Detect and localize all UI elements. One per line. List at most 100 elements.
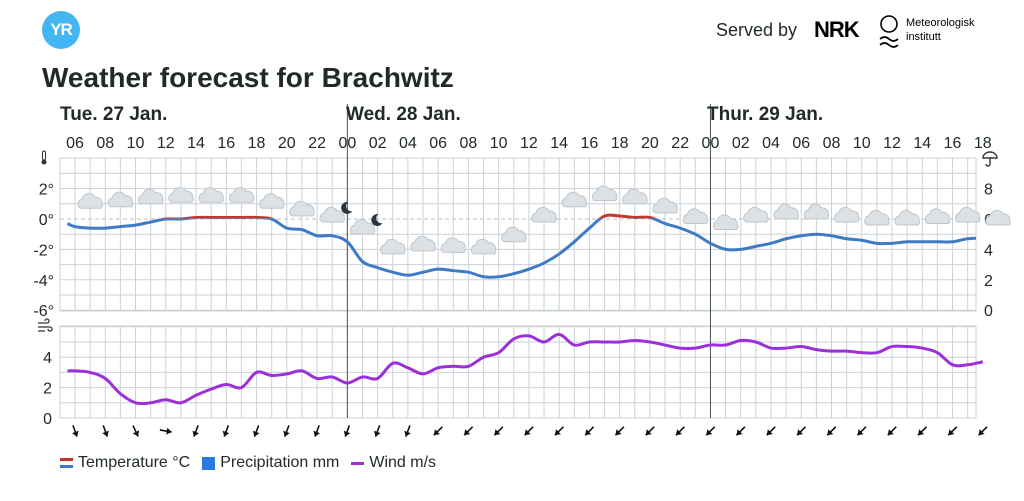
hour-tick-label: 16 — [217, 135, 235, 152]
met-institute-logo[interactable]: Meteorologisk institutt — [906, 16, 974, 44]
wind-direction-arrow — [373, 425, 381, 437]
wind-direction-arrow — [132, 425, 140, 437]
cloud-icon — [561, 191, 588, 208]
chart-legend: Temperature °C Precipitation mm Wind m/s — [60, 454, 448, 472]
wind-direction-arrow — [433, 426, 443, 436]
legend-temperature[interactable]: Temperature °C — [60, 454, 190, 472]
hour-tick-label: 10 — [127, 135, 145, 152]
cloud-icon — [985, 209, 1011, 226]
wind-direction-arrow — [766, 426, 776, 436]
hour-tick-label: 00 — [702, 135, 720, 152]
wind-direction-arrow — [826, 426, 837, 436]
cloud-icon — [501, 226, 527, 243]
wind-direction-arrow — [72, 425, 79, 437]
hour-tick-label: 02 — [369, 135, 387, 152]
hour-tick-label: 16 — [581, 135, 599, 152]
wind-direction-arrow — [614, 426, 625, 436]
temp-y-tick: -4° — [33, 273, 54, 290]
partly-cloudy-night-icon — [349, 214, 383, 235]
cloud-icon — [924, 208, 951, 224]
temp-y-tick: -6° — [33, 303, 54, 320]
cloud-icon — [531, 206, 557, 223]
wind-direction-arrow — [917, 426, 928, 436]
hour-tick-label: 04 — [762, 135, 780, 152]
wind-line — [67, 332, 984, 406]
cloud-icon — [803, 203, 830, 220]
nrk-logo[interactable]: NRK — [814, 17, 860, 42]
wind-direction-arrow — [102, 425, 109, 437]
wind-direction-arrow — [463, 426, 474, 436]
wind-swatch — [351, 461, 365, 465]
hour-tick-label: 02 — [732, 135, 750, 152]
hour-tick-label: 20 — [278, 135, 296, 152]
legend-precipitation[interactable]: Precipitation mm — [202, 454, 339, 472]
wind-y-tick: 0 — [43, 411, 52, 428]
cloud-icon — [834, 206, 860, 223]
cloud-icon — [440, 237, 467, 253]
weather-icons-layer — [77, 185, 1011, 255]
wind-direction-arrow — [887, 426, 897, 436]
yr-logo[interactable]: YR — [42, 11, 80, 49]
hour-tick-label: 08 — [459, 135, 477, 152]
labels-layer: Tue. 27 Jan. Wed. 28 Jan. Thur. 29 Jan. 06 0… — [33, 104, 998, 437]
hour-tick-label: 10 — [490, 135, 508, 152]
hour-tick-label: 14 — [550, 135, 568, 152]
cloud-icon — [682, 208, 709, 224]
hour-tick-label: 12 — [520, 135, 538, 152]
wind-direction-arrow — [947, 426, 958, 436]
hour-tick-label: 18 — [974, 135, 992, 152]
wind-direction-arrow — [554, 426, 564, 436]
hour-tick-label: 14 — [187, 135, 205, 152]
legend-precipitation-label: Precipitation mm — [220, 454, 340, 471]
cloud-icon — [470, 238, 497, 255]
cloud-icon — [138, 188, 164, 205]
temperature-line-warm — [160, 213, 658, 219]
cloud-icon — [955, 206, 981, 223]
cloud-icon — [894, 209, 920, 226]
met-line-1: Meteorologisk — [906, 17, 975, 29]
cloud-icon — [622, 188, 648, 205]
wind-y-tick: 4 — [43, 350, 52, 367]
wind-direction-arrow — [313, 425, 321, 437]
wind-direction-arrow — [222, 425, 230, 437]
hour-tick-label: 16 — [944, 135, 962, 152]
cloud-icon — [773, 203, 799, 220]
cloud-icon — [107, 191, 134, 208]
hour-tick-label: 20 — [641, 135, 659, 152]
page-title: Weather forecast for Brachwitz — [42, 62, 454, 93]
cloud-icon — [591, 185, 618, 202]
wind-direction-arrow — [283, 425, 290, 437]
legend-wind[interactable]: Wind m/s — [351, 454, 436, 472]
wind-direction-arrow — [735, 426, 746, 436]
forecast-chart: Tue. 27 Jan. Wed. 28 Jan. Thur. 29 Jan. 06 0… — [33, 104, 1011, 437]
wind-direction-arrow — [493, 426, 504, 436]
wind-direction-arrow — [977, 426, 988, 436]
met-line-2: institutt — [906, 31, 941, 43]
hour-tick-label: 08 — [823, 135, 841, 152]
hour-tick-label: 18 — [611, 135, 629, 152]
wind-direction-arrow — [524, 426, 534, 436]
wind-direction-arrow — [645, 426, 655, 436]
wind-direction-arrow — [705, 426, 716, 436]
wind-direction-arrow — [252, 425, 260, 437]
hour-tick-label: 08 — [96, 135, 114, 152]
hour-tick-label: 22 — [671, 135, 689, 152]
wind-y-tick: 2 — [43, 381, 52, 398]
hour-tick-label: 14 — [913, 135, 931, 152]
wind-direction-arrow — [404, 425, 411, 437]
wind-direction-arrow — [159, 427, 172, 435]
day-label: Thur. 29 Jan. — [707, 104, 823, 125]
precip-y-tick: 8 — [984, 182, 993, 199]
hour-tick-label: 12 — [883, 135, 901, 152]
series-layer — [66, 213, 984, 406]
wind-icon — [38, 318, 53, 332]
thermometer-icon — [41, 150, 47, 165]
temperature-line-cold — [66, 218, 976, 279]
hour-tick-label: 10 — [853, 135, 871, 152]
cloud-icon — [77, 193, 103, 209]
grid-layer — [59, 104, 977, 419]
cloud-icon — [864, 209, 890, 226]
served-by-label: Served by — [716, 20, 798, 40]
temp-y-tick: -2° — [33, 242, 54, 259]
hour-tick-label: 12 — [157, 135, 175, 152]
